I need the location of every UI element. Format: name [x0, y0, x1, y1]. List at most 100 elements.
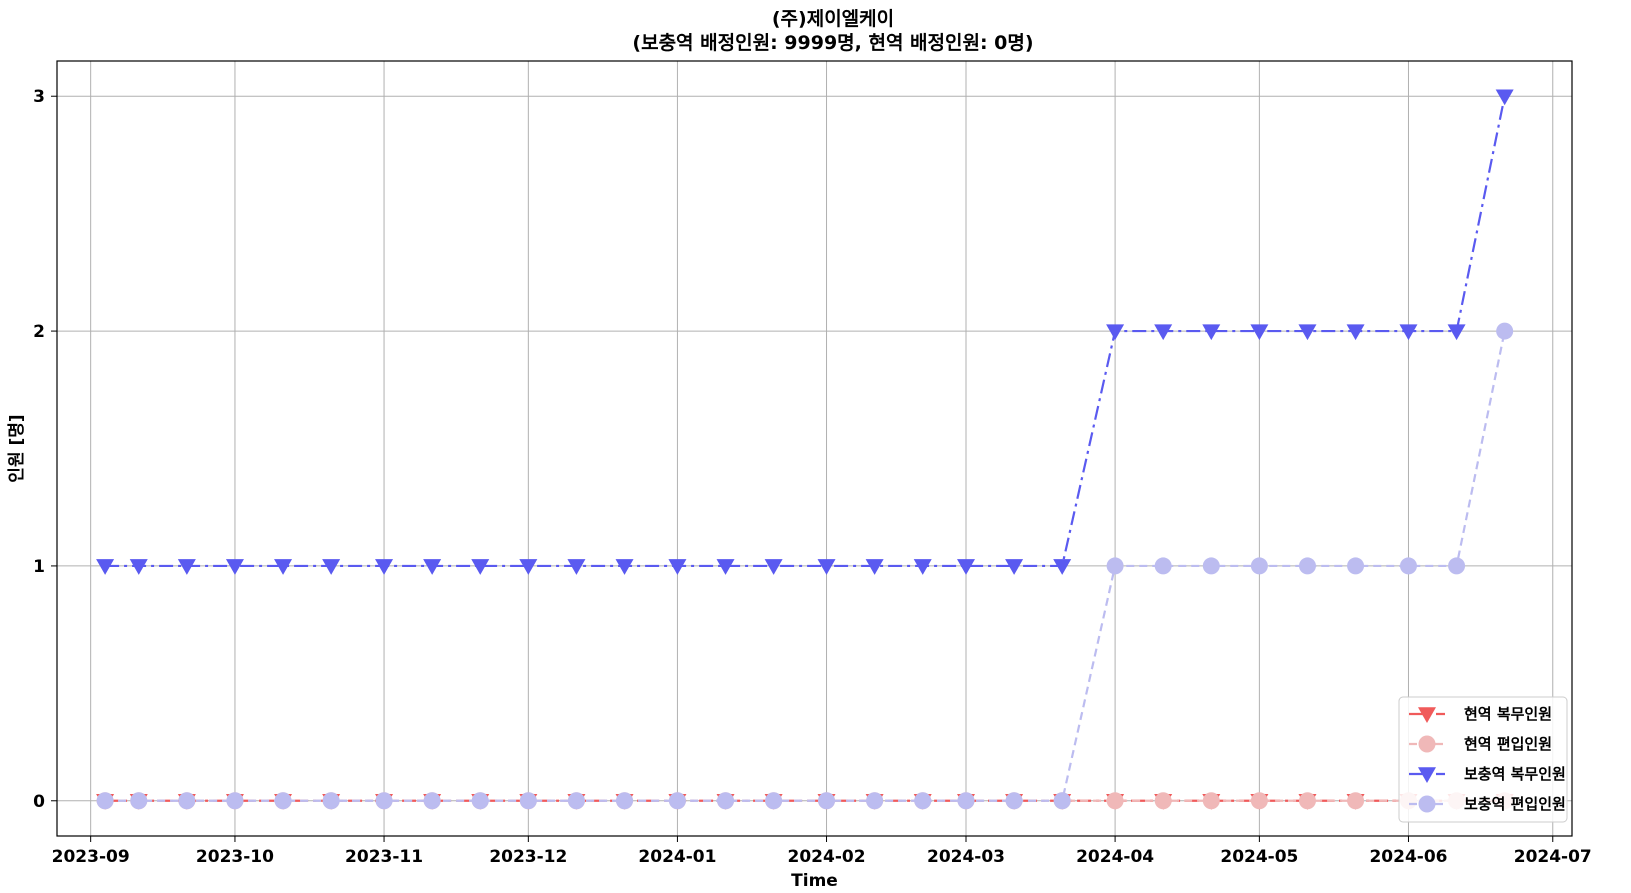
data-point: [274, 559, 293, 575]
data-point: [225, 559, 244, 575]
data-point: [817, 559, 836, 575]
data-point: [1053, 792, 1071, 810]
data-point: [1347, 557, 1365, 575]
x-tick-label: 2023-12: [489, 847, 567, 867]
data-point: [1496, 322, 1514, 340]
data-point: [471, 559, 490, 575]
chart-subtitle: (보충역 배정인원: 9999명, 현역 배정인원: 0명): [632, 32, 1033, 54]
data-point: [423, 559, 442, 575]
data-point: [375, 792, 393, 810]
data-point: [1106, 324, 1125, 341]
x-tick-label: 2024-05: [1220, 847, 1298, 867]
series-2: [96, 89, 1514, 575]
data-point: [322, 559, 341, 575]
y-axis-label: 인원 [명]: [7, 414, 27, 482]
data-point: [177, 559, 196, 575]
legend-marker: [1418, 767, 1436, 783]
x-tick-label: 2023-11: [345, 847, 423, 867]
x-tick-label: 2024-02: [788, 847, 866, 867]
data-point: [567, 792, 585, 810]
data-point: [913, 559, 932, 575]
data-point: [1250, 324, 1269, 341]
legend-box: [1398, 696, 1568, 823]
data-point: [1154, 792, 1172, 810]
x-tick-label: 2024-03: [927, 847, 1005, 867]
data-point: [96, 559, 115, 575]
data-point: [519, 559, 538, 575]
data-point: [1298, 792, 1316, 810]
data-point: [866, 792, 884, 810]
data-point: [717, 792, 735, 810]
legend-label: 보충역 복무인원: [1464, 765, 1566, 783]
y-tick-label: 2: [33, 322, 45, 342]
data-point: [1298, 324, 1317, 341]
series-line: [105, 330, 1506, 802]
data-point: [914, 792, 932, 810]
data-point: [716, 559, 735, 575]
x-tick-label: 2024-07: [1514, 847, 1592, 867]
data-point: [1106, 557, 1124, 575]
y-tick-label: 0: [33, 792, 45, 812]
data-point: [616, 792, 634, 810]
series-3: [96, 322, 1514, 810]
data-point: [1495, 89, 1514, 106]
data-point: [615, 559, 634, 575]
legend-label: 현역 복무인원: [1464, 705, 1552, 723]
data-point: [1250, 792, 1268, 810]
data-point: [668, 559, 687, 575]
data-point: [1202, 324, 1221, 341]
legend-label: 현역 편입인원: [1464, 735, 1552, 753]
data-point: [96, 792, 114, 810]
data-point: [130, 792, 148, 810]
legend-item: 보충역 복무인원: [1409, 765, 1566, 783]
x-axis-label: Time: [791, 871, 838, 891]
legend-marker: [1418, 707, 1436, 723]
chart-title: (주)제이엘케이: [772, 8, 894, 30]
data-point: [519, 792, 537, 810]
plot-area-frame: [56, 60, 1573, 837]
data-point: [322, 792, 340, 810]
data-point: [1005, 559, 1024, 575]
legend-item: 현역 복무인원: [1409, 705, 1552, 723]
data-point: [1154, 324, 1173, 341]
data-point: [129, 559, 148, 575]
data-point: [818, 792, 836, 810]
legend-label: 보충역 편입인원: [1464, 795, 1566, 813]
legend-marker: [1418, 795, 1436, 813]
x-tick-label: 2024-04: [1076, 847, 1154, 867]
data-point: [375, 559, 394, 575]
data-point: [1250, 557, 1268, 575]
data-point: [423, 792, 441, 810]
data-point: [1053, 559, 1072, 575]
data-point: [1154, 557, 1172, 575]
data-point: [765, 792, 783, 810]
data-point: [957, 559, 975, 575]
data-point: [764, 559, 783, 575]
data-point: [1106, 792, 1124, 810]
data-point: [274, 792, 292, 810]
data-point: [1447, 324, 1466, 341]
data-point: [567, 559, 586, 575]
data-point: [178, 792, 196, 810]
data-point: [1202, 557, 1220, 575]
y-tick-label: 1: [33, 557, 45, 577]
legend-marker: [1418, 735, 1436, 753]
legend-item: 보충역 편입인원: [1409, 795, 1566, 813]
data-point: [1399, 324, 1418, 341]
data-point: [1347, 792, 1365, 810]
data-point: [957, 792, 975, 810]
data-point: [1346, 324, 1365, 341]
x-tick-label: 2024-01: [638, 847, 716, 867]
data-point: [1005, 792, 1023, 810]
data-point: [1202, 792, 1220, 810]
x-tick-label: 2023-09: [52, 847, 130, 867]
axis-ticks: 2023-09 2023-10 2023-11 2023-12 2024-01 2024-…: [33, 87, 1592, 867]
data-point: [1399, 557, 1417, 575]
legend-item: 현역 편입인원: [1409, 735, 1552, 753]
x-tick-label: 2023-10: [196, 847, 274, 867]
data-point: [1448, 557, 1466, 575]
series-layer: [96, 89, 1514, 810]
data-point: [226, 792, 244, 810]
